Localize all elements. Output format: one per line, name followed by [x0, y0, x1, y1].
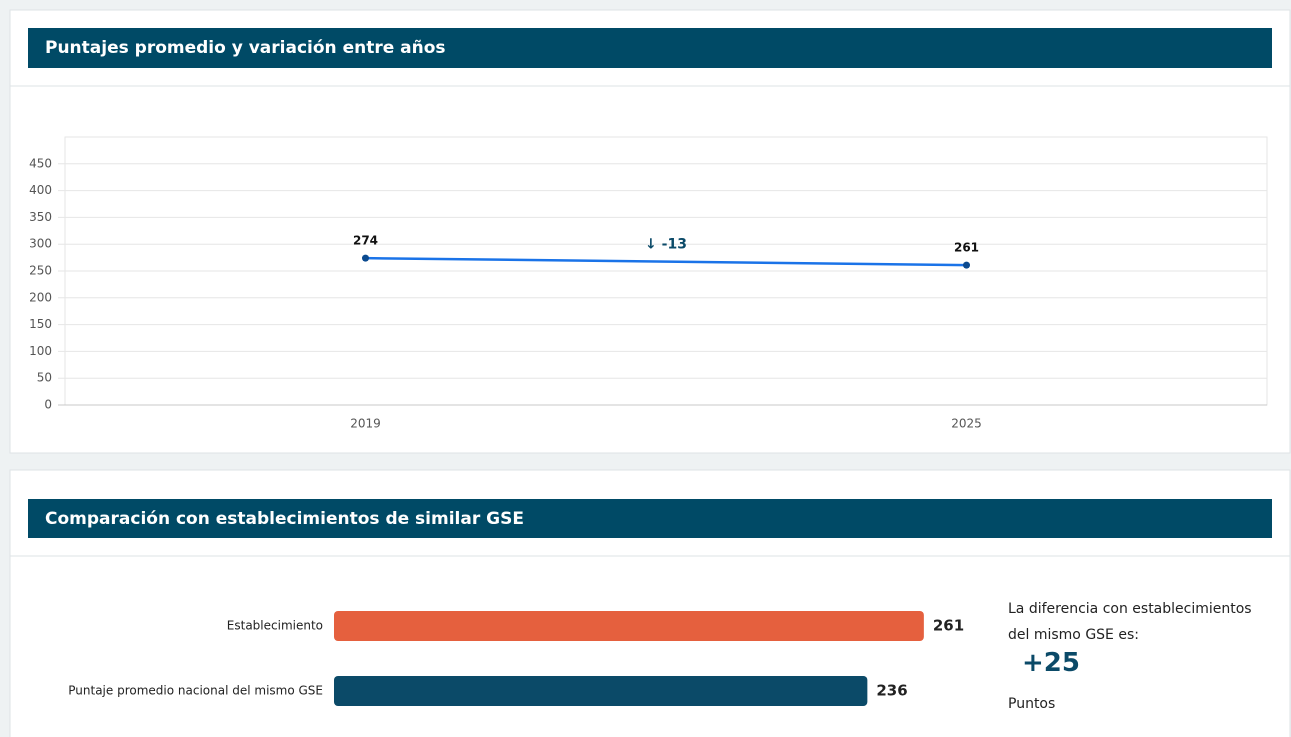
- bar: [334, 611, 924, 641]
- section-title: Puntajes promedio y variación entre años: [45, 38, 446, 58]
- difference-value: +25: [1022, 648, 1080, 678]
- category-label: Establecimiento: [227, 619, 323, 633]
- y-tick-label: 300: [29, 237, 52, 251]
- data-label: 261: [933, 617, 964, 635]
- y-tick-label: 50: [37, 371, 52, 385]
- bar: [334, 676, 868, 706]
- y-tick-label: 400: [29, 183, 52, 197]
- y-tick-label: 150: [29, 317, 52, 331]
- variation-label: ↓ -13: [645, 237, 687, 253]
- y-tick-label: 250: [29, 264, 52, 278]
- data-label: 261: [954, 241, 979, 255]
- y-tick-label: 100: [29, 344, 52, 358]
- category-label: Puntaje promedio nacional del mismo GSE: [68, 684, 323, 698]
- data-label: 236: [876, 682, 907, 700]
- note-text: La diferencia con establecimientos del m…: [1008, 601, 1252, 643]
- y-tick-label: 200: [29, 290, 52, 304]
- point: [963, 261, 970, 269]
- line: [365, 256, 967, 267]
- header-bar: [28, 28, 1272, 68]
- point: [362, 254, 369, 262]
- x-tick-label: 2019: [350, 417, 381, 431]
- section-title: Comparación con establecimientos de simi…: [45, 509, 524, 529]
- difference-unit: Puntos: [1008, 696, 1056, 712]
- y-tick-label: 350: [29, 210, 52, 224]
- card: [9, 9, 1291, 454]
- x-tick-label: 2025: [951, 417, 982, 431]
- y-tick-label: 0: [44, 398, 52, 412]
- header-bar: [28, 499, 1272, 538]
- y-tick-label: 450: [29, 156, 52, 170]
- data-label: 274: [353, 234, 378, 248]
